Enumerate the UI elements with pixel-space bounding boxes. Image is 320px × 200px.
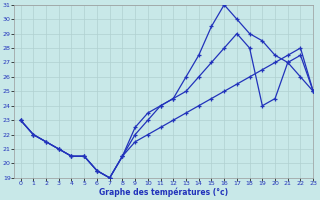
X-axis label: Graphe des températures (°c): Graphe des températures (°c) — [99, 188, 228, 197]
